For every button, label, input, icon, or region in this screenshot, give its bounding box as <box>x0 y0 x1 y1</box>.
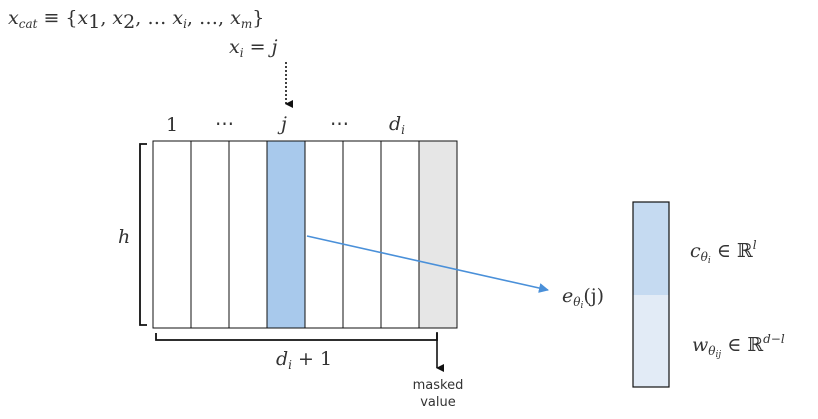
masked-value-label: masked value <box>404 377 472 411</box>
matrix-column-1 <box>152 140 192 329</box>
masked-label-line-1: masked <box>412 378 464 393</box>
matrix-column-masked <box>418 140 458 329</box>
embedding-label-theta-sub: i <box>580 301 584 311</box>
embedding-label-e: e <box>562 285 574 307</box>
w-label-in: ∈ ℝ <box>721 334 764 356</box>
embedding-matrix <box>152 140 458 329</box>
item-2-sub: 2 <box>123 11 136 33</box>
item-i-var: x <box>172 7 184 29</box>
embedding-arrow <box>306 235 549 293</box>
w-label: wθij ∈ ℝd−l <box>692 332 785 360</box>
set-var: x <box>8 7 19 29</box>
item-i-sub: i <box>183 17 187 31</box>
c-label-sup: l <box>752 238 757 252</box>
masked-label-line-2: value <box>420 395 456 410</box>
vector-c-part <box>633 202 669 295</box>
matrix-column-selected <box>266 140 306 329</box>
vector-w-part <box>633 295 669 387</box>
width-label-rest: + 1 <box>292 348 333 370</box>
matrix-column-7 <box>380 140 420 329</box>
set-var-sub: cat <box>18 17 38 31</box>
assignment-val: j <box>271 36 278 58</box>
vector-outline <box>632 201 670 388</box>
w-label-theta-sub: ij <box>715 350 722 360</box>
height-label: h <box>118 226 131 248</box>
width-bracket <box>155 333 438 341</box>
width-label-sub: i <box>288 358 293 372</box>
column-label-last-sub: i <box>401 123 406 137</box>
assignment-var: x <box>229 36 240 58</box>
embedding-label-theta: θ <box>573 295 581 309</box>
c-label-in: ∈ ℝ <box>710 240 753 262</box>
dots-1: , … <box>135 7 173 29</box>
height-bracket <box>139 143 147 326</box>
close-brace: } <box>252 7 265 29</box>
matrix-column-2 <box>190 140 230 329</box>
column-label-selected: j <box>281 113 287 135</box>
embedding-label-arg: (j) <box>583 285 605 307</box>
c-label: cθi ∈ ℝl <box>690 238 757 266</box>
w-label-theta: θ <box>708 344 716 358</box>
item-2-var: x <box>112 7 124 29</box>
equiv-symbol: ≡ { <box>37 7 78 29</box>
width-label-var: d <box>276 348 289 370</box>
item-1-sub: 1 <box>88 11 101 33</box>
width-label: di + 1 <box>276 348 332 372</box>
column-label-first: 1 <box>166 114 179 136</box>
item-m-sub: m <box>240 17 253 31</box>
embedding-vector <box>632 201 670 388</box>
sep-1: , <box>100 7 113 29</box>
matrix-column-3 <box>228 140 268 329</box>
c-label-theta: θ <box>700 250 708 264</box>
assignment-eq: = <box>243 36 272 58</box>
assignment: xi = j <box>229 36 277 60</box>
column-label-dots-left: ⋯ <box>215 113 234 135</box>
embedding-label: eθi(j) <box>562 285 604 311</box>
w-label-var: w <box>692 334 709 356</box>
matrix-column-6 <box>342 140 382 329</box>
sep-2: , …, <box>186 7 231 29</box>
item-1-var: x <box>77 7 89 29</box>
set-definition: xcat ≡ {x1, x2, … xi, …, xm} <box>8 7 264 33</box>
column-label-dots-right: ⋯ <box>330 113 349 135</box>
c-label-var: c <box>690 240 701 262</box>
assignment-sub: i <box>239 46 244 60</box>
matrix-column-5 <box>304 140 344 329</box>
column-label-last-var: d <box>389 113 402 135</box>
c-label-theta-sub: i <box>707 256 711 266</box>
item-m-var: x <box>230 7 241 29</box>
w-label-sup: d−l <box>763 332 785 346</box>
column-label-last: di <box>389 113 405 137</box>
